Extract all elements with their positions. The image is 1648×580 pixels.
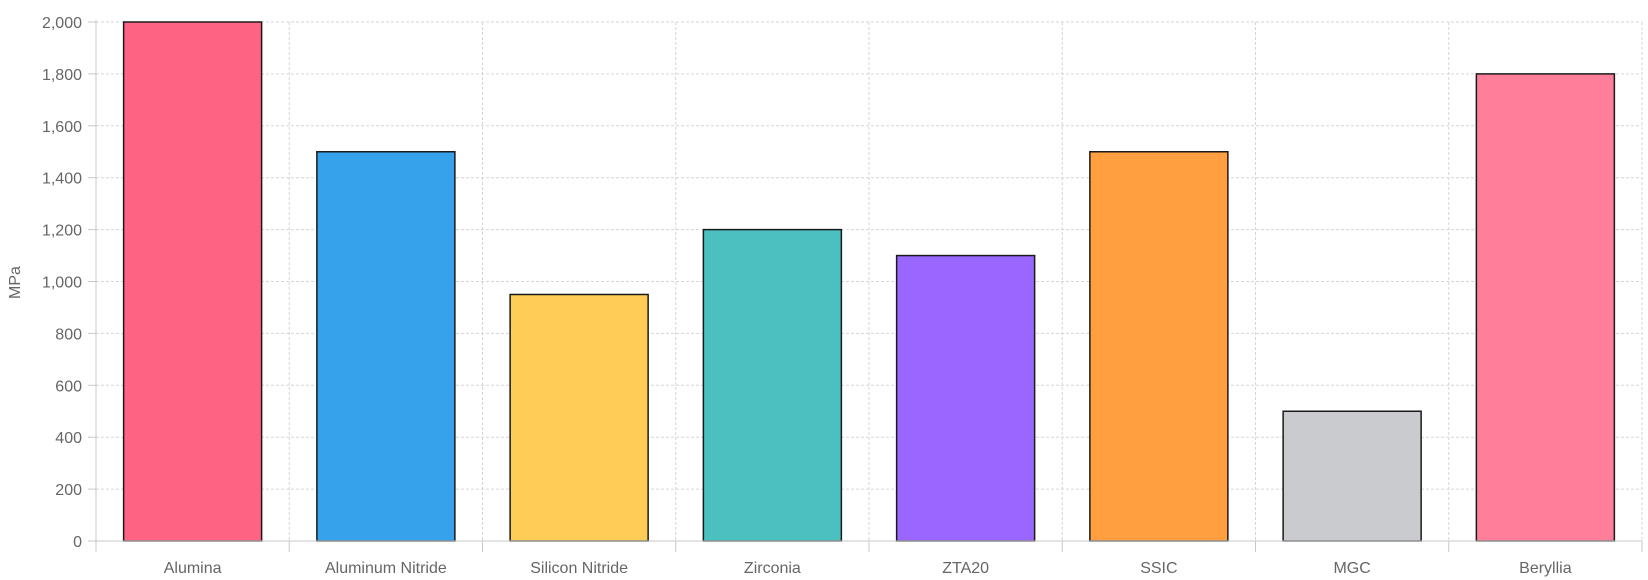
x-tick-label: Alumina [164, 560, 222, 577]
x-tick-label: Silicon Nitride [530, 560, 628, 577]
y-tick-label: 1,800 [42, 67, 82, 84]
bar-mgc [1282, 410, 1422, 542]
bar-beryllia [1475, 73, 1616, 542]
bar-alumina [122, 21, 263, 542]
y-tick-label: 1,400 [42, 171, 82, 188]
bar-silicon-nitride [509, 293, 649, 542]
y-tick-label: 600 [55, 378, 82, 395]
y-axis-title: MPa [7, 266, 24, 299]
x-tick-label: ZTA20 [942, 560, 989, 577]
y-tick-label: 1,200 [42, 223, 82, 240]
bar-aluminum-nitride [316, 151, 456, 542]
y-tick-label: 800 [55, 326, 82, 343]
x-tick-label: MGC [1333, 560, 1370, 577]
bar-zta20 [895, 254, 1036, 542]
x-tick-label: Beryllia [1519, 560, 1572, 577]
y-tick-label: 1,600 [42, 119, 82, 136]
y-tick-label: 200 [55, 482, 82, 499]
x-tick-label: Zirconia [744, 560, 801, 577]
bar-ssic [1089, 151, 1229, 542]
bar-zirconia [702, 228, 843, 542]
bar-layer [122, 21, 1616, 542]
x-tick-label: Aluminum Nitride [325, 560, 447, 577]
axis-layer: 0 200 400 600 800 1,000 1,200 1,400 1,600 1,800 2,… [42, 15, 1643, 577]
y-tick-label: 400 [55, 430, 82, 447]
x-tick-label: SSIC [1140, 560, 1177, 577]
y-tick-label: 0 [73, 534, 82, 551]
y-tick-label: 2,000 [42, 15, 82, 32]
y-tick-label: 1,000 [42, 275, 82, 292]
